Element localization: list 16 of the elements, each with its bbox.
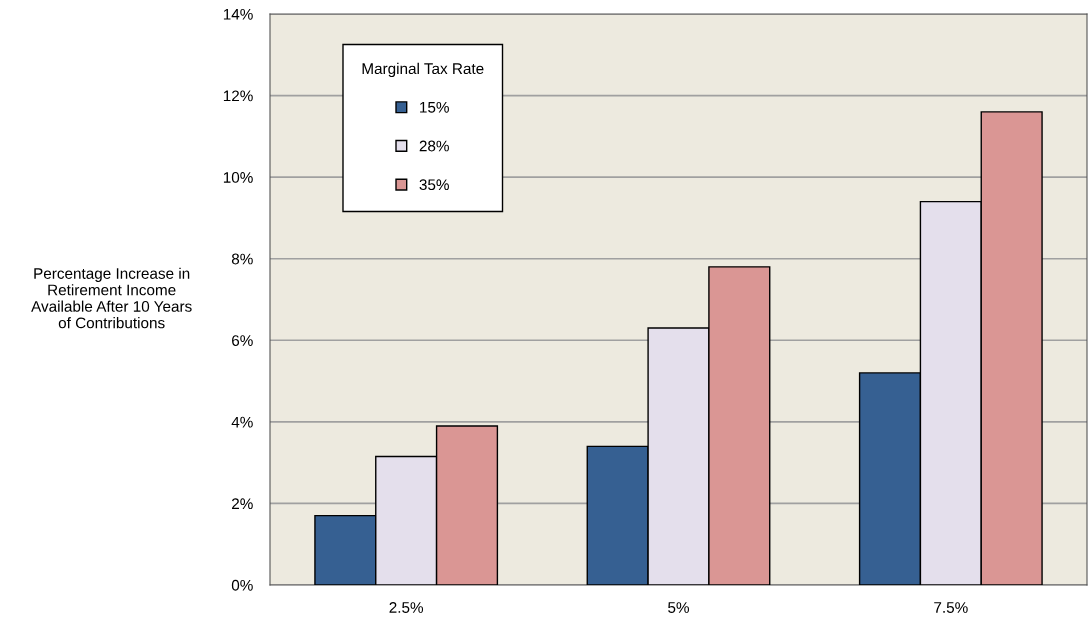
x-tick-label: 7.5%	[934, 602, 968, 613]
legend-label: 28%	[419, 140, 449, 152]
legend-label: 15%	[420, 101, 449, 113]
y-tick-label: 2%	[232, 498, 253, 510]
y-tick-label: 0%	[231, 579, 253, 591]
x-tick-label: 5%	[668, 602, 689, 613]
y-tick-label: 8%	[231, 253, 253, 265]
y-tick-label: 12%	[223, 90, 253, 102]
y-tick-label: 4%	[231, 416, 253, 428]
y-tick-label: 14%	[223, 8, 253, 20]
y-tick-label: 10%	[223, 172, 253, 183]
legend-label: 35%	[419, 179, 449, 191]
legend-title: Marginal Tax Rate	[362, 62, 484, 78]
y-tick-label: 6%	[232, 335, 253, 346]
y-axis-title: Percentage Increase in Retirement Income Available After 10 Years of Contributions	[31, 267, 192, 329]
x-tick-label: 2.5%	[389, 602, 424, 613]
